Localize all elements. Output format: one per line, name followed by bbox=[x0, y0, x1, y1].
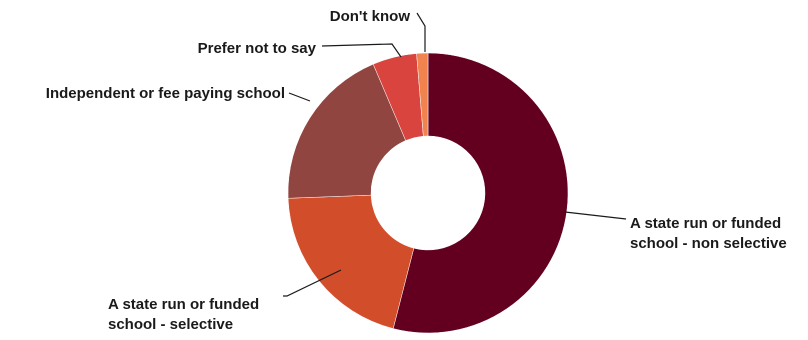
slice-label-line: A state run or funded bbox=[630, 215, 781, 232]
slice-label-a-state-run-or-funded-school-non-selective: A state run or funded school - non select… bbox=[630, 215, 787, 252]
slice-label-prefer-not-to-say: Prefer not to say bbox=[198, 40, 317, 57]
leader-line-don-t-know bbox=[416, 12, 426, 52]
slice-label-line: school - non selective bbox=[630, 235, 787, 252]
slice-label-line: A state run or funded bbox=[108, 296, 259, 313]
leader-lines bbox=[283, 12, 627, 297]
slice-a-state-run-or-funded-school-non-selective bbox=[392, 52, 569, 334]
slice-don-t-know bbox=[416, 52, 429, 137]
leader-line-a-state-run-or-funded-school-non-selective bbox=[564, 211, 627, 220]
slice-label-don-t-know: Don't know bbox=[330, 8, 411, 25]
slice-labels: A state run or funded school - non select… bbox=[46, 8, 787, 333]
leader-line-a-state-run-or-funded-school-selective bbox=[283, 269, 342, 297]
slice-label-line: Don't know bbox=[330, 8, 411, 25]
donut-slices bbox=[287, 52, 569, 334]
leader-line-prefer-not-to-say bbox=[321, 43, 402, 58]
slice-a-state-run-or-funded-school-selective bbox=[287, 194, 415, 329]
slice-label-a-state-run-or-funded-school-selective: A state run or funded school - selective bbox=[108, 296, 259, 333]
slice-label-line: school - selective bbox=[108, 316, 233, 333]
slice-independent-or-fee-paying-school bbox=[287, 63, 407, 199]
slice-label-line: Independent or fee paying school bbox=[46, 85, 285, 102]
slice-label-independent-or-fee-paying-school: Independent or fee paying school bbox=[46, 85, 285, 102]
leader-line-independent-or-fee-paying-school bbox=[288, 92, 311, 102]
slice-label-line: Prefer not to say bbox=[198, 40, 317, 57]
